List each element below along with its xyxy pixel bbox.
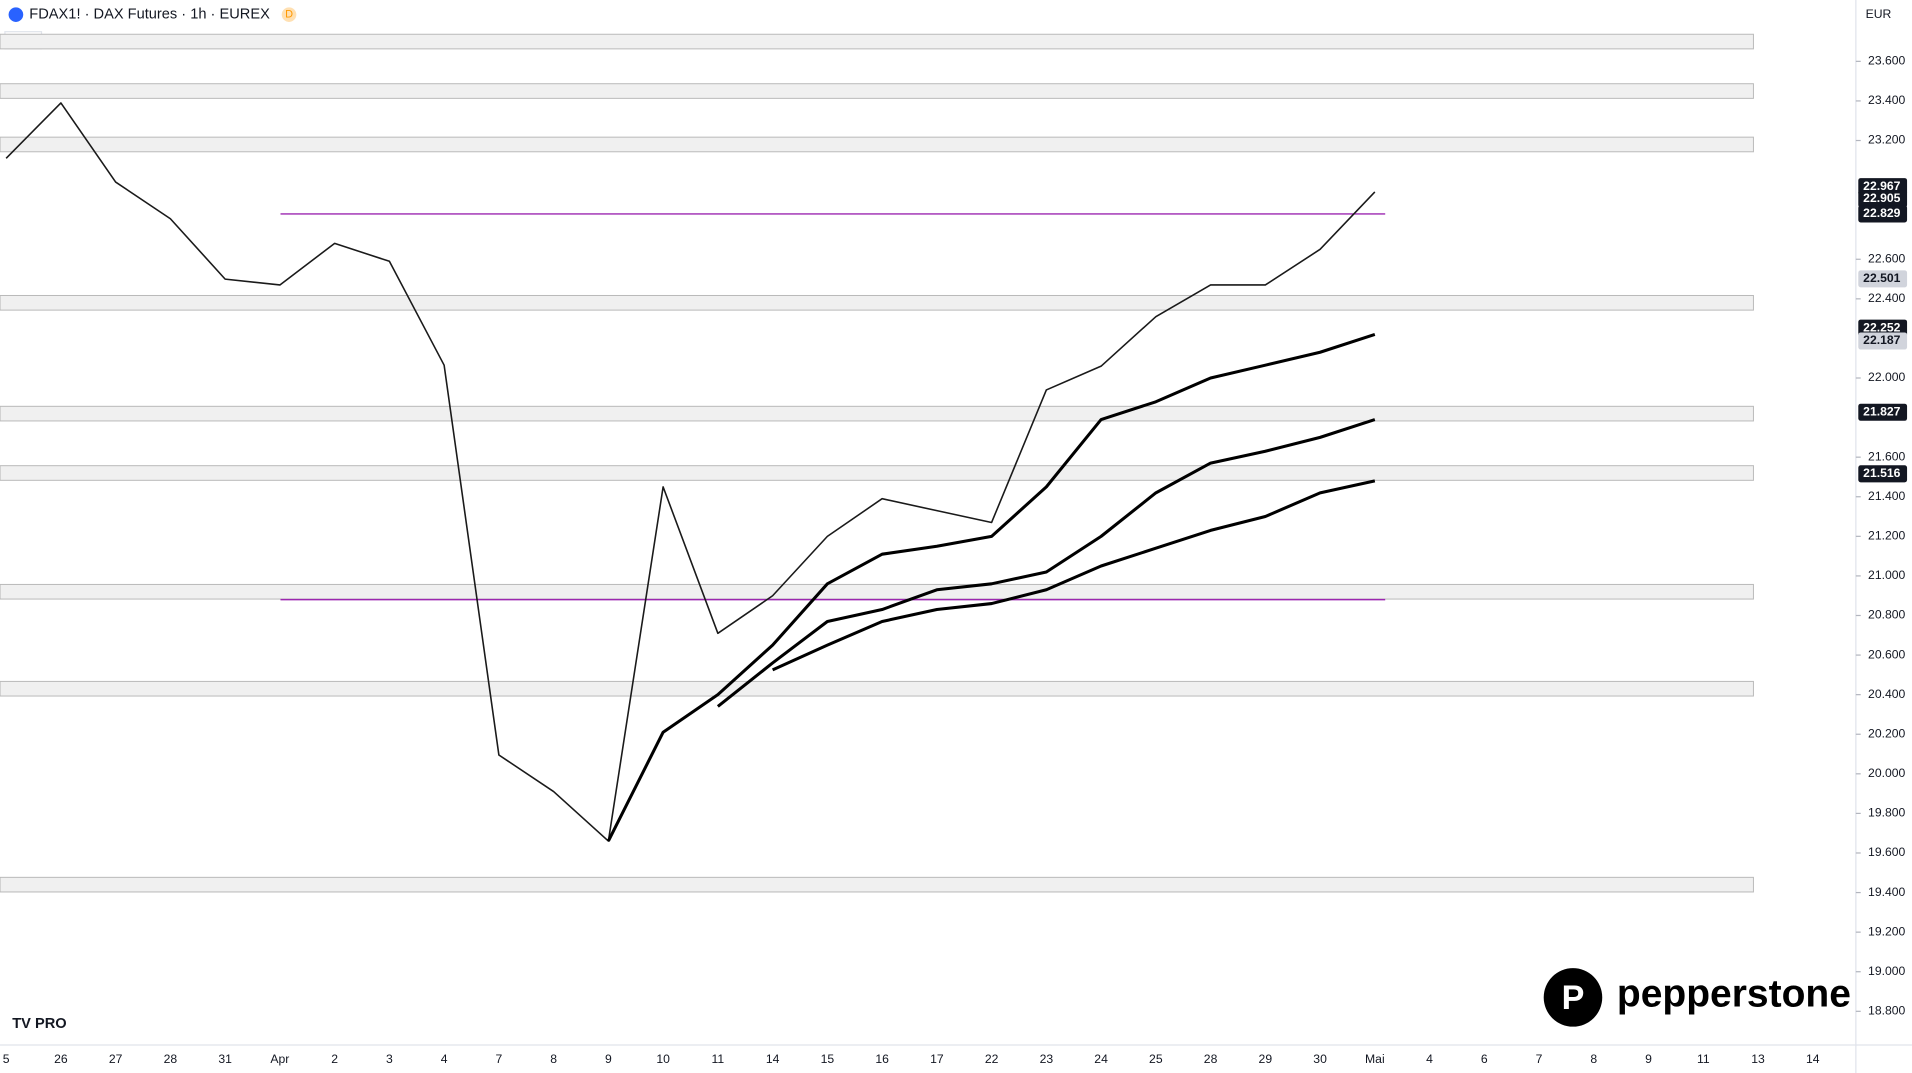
x-tick-label: 16 — [875, 1052, 889, 1066]
price-label: 22.187 — [1863, 333, 1900, 347]
logo-letter: P — [1562, 979, 1585, 1017]
y-tick-label: 20.000 — [1868, 766, 1905, 780]
price-label: 22.252 — [1863, 320, 1900, 334]
x-tick-label: 25 — [1149, 1052, 1163, 1066]
y-tick-label: 23.200 — [1868, 133, 1905, 147]
series-line — [771, 479, 1376, 672]
zone — [0, 83, 1754, 99]
zone — [0, 136, 1754, 153]
price-label-bg — [1858, 190, 1908, 208]
y-tick-label: 23.600 — [1868, 54, 1905, 68]
logo-text: pepperstone — [1617, 972, 1851, 1015]
x-tick-label: 14 — [766, 1052, 780, 1066]
x-tick-label: 3 — [386, 1052, 393, 1066]
x-tick-label: 2 — [331, 1052, 338, 1066]
y-tick-label: 21.600 — [1868, 449, 1905, 463]
currency[interactable]: EUR — [1866, 7, 1892, 21]
y-tick-label: 19.400 — [1868, 885, 1905, 899]
series-line — [607, 333, 1376, 842]
y-tick-label: 22.600 — [1868, 251, 1905, 265]
x-tick-label: 24 — [1094, 1052, 1108, 1066]
y-tick-label: 22.400 — [1868, 291, 1905, 305]
price-label-bg — [1858, 319, 1908, 337]
y-tick-label: 19.800 — [1868, 806, 1905, 820]
y-tick-label: 22.000 — [1868, 370, 1905, 384]
y-tick-label: 18.800 — [1868, 1004, 1905, 1018]
x-tick-label: 30 — [1313, 1052, 1327, 1066]
x-tick-label: 28 — [164, 1052, 178, 1066]
y-tick-label: 20.400 — [1868, 687, 1905, 701]
zone — [0, 465, 1754, 481]
x-tick-label: 7 — [1536, 1052, 1543, 1066]
x-tick-label: 14 — [1806, 1052, 1820, 1066]
symbol-icon — [8, 7, 24, 22]
y-tick-label: 20.800 — [1868, 608, 1905, 622]
y-tick-label: 20.600 — [1868, 647, 1905, 661]
x-tick-label: 7 — [495, 1052, 502, 1066]
logo-mark — [1543, 968, 1603, 1027]
x-tick-label: 27 — [109, 1052, 123, 1066]
x-tick-label: 31 — [218, 1052, 232, 1066]
x-tick-label: 4 — [1426, 1052, 1433, 1066]
x-tick-label: 26 — [54, 1052, 68, 1066]
x-tick-label: 9 — [605, 1052, 612, 1066]
x-tick-label: 17 — [930, 1052, 944, 1066]
price-label: 22.905 — [1863, 191, 1900, 205]
zone — [0, 294, 1754, 311]
y-tick-label: 19.000 — [1868, 964, 1905, 978]
y-tick-label: 21.200 — [1868, 529, 1905, 543]
x-tick-label: 28 — [1204, 1052, 1218, 1066]
price-label: 21.516 — [1863, 466, 1900, 480]
zone — [0, 405, 1754, 422]
x-tick-label: 13 — [1751, 1052, 1765, 1066]
price-label: 22.501 — [1863, 271, 1900, 285]
price-label-bg — [1858, 403, 1908, 421]
series-line — [5, 102, 1376, 842]
platform-logo: TV PRO — [12, 1016, 66, 1032]
x-tick-label: 4 — [441, 1052, 448, 1066]
y-tick-label: 19.600 — [1868, 845, 1905, 859]
x-tick-label: Apr — [270, 1052, 289, 1066]
y-tick-label: 23.400 — [1868, 93, 1905, 107]
price-label: 22.967 — [1863, 179, 1900, 193]
price-label: 22.829 — [1863, 206, 1900, 220]
chart-title[interactable]: FDAX1! · DAX Futures · 1h · EUREX — [29, 6, 270, 22]
price-label-bg — [1858, 332, 1908, 350]
price-label-bg — [1858, 465, 1908, 483]
y-tick-label: 20.200 — [1868, 726, 1905, 740]
x-tick-label: 23 — [1040, 1052, 1054, 1066]
y-tick-label: 21.400 — [1868, 489, 1905, 503]
x-tick-label: Mai — [1365, 1052, 1385, 1066]
x-tick-label: 29 — [1259, 1052, 1273, 1066]
zone — [0, 583, 1754, 600]
x-tick-label: 22 — [985, 1052, 999, 1066]
price-label-bg — [1858, 270, 1908, 288]
x-tick-label: 8 — [1590, 1052, 1597, 1066]
price-label: 21.827 — [1863, 404, 1900, 418]
badge-bg — [281, 7, 297, 22]
zone — [0, 876, 1754, 893]
x-tick-label: 9 — [1645, 1052, 1652, 1066]
y-tick-label: 21.000 — [1868, 568, 1905, 582]
series-line — [716, 418, 1376, 708]
x-tick-label: 5 — [3, 1052, 10, 1066]
zone — [0, 680, 1754, 697]
x-tick-label: 6 — [1481, 1052, 1488, 1066]
x-tick-label: 8 — [550, 1052, 557, 1066]
x-tick-label: 10 — [656, 1052, 670, 1066]
x-tick-label: 15 — [821, 1052, 835, 1066]
y-tick-label: 19.200 — [1868, 924, 1905, 938]
price-label-bg — [1858, 205, 1908, 223]
x-tick-label: 11 — [1697, 1052, 1710, 1066]
zone — [0, 33, 1754, 50]
x-tick-label: 11 — [712, 1052, 725, 1066]
badge: D — [285, 9, 293, 21]
